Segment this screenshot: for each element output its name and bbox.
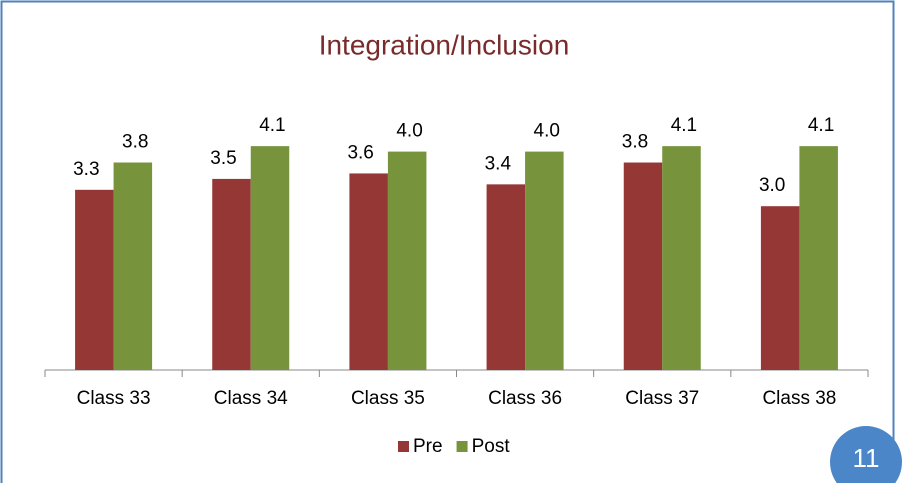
bar — [250, 146, 290, 370]
bar — [387, 151, 427, 370]
data-label: 4.1 — [671, 115, 697, 136]
slide-number-badge — [830, 426, 902, 483]
legend-swatch — [398, 441, 409, 452]
bar — [760, 206, 800, 370]
data-label: 3.4 — [485, 153, 512, 174]
data-label: 3.5 — [210, 148, 236, 169]
data-label: 4.0 — [534, 121, 560, 142]
bar — [486, 184, 526, 370]
x-tick-label: Class 38 — [762, 388, 836, 409]
data-label: 3.6 — [347, 142, 373, 163]
bar — [623, 162, 663, 370]
data-label: 3.3 — [73, 159, 99, 180]
bar — [799, 146, 838, 370]
bar — [349, 173, 388, 370]
bar — [212, 178, 251, 370]
data-label: 4.1 — [808, 115, 834, 136]
data-label: 3.8 — [622, 132, 648, 153]
data-label: 3.0 — [759, 175, 785, 196]
x-tick-label: Class 36 — [488, 388, 562, 409]
bar — [75, 189, 114, 370]
x-tick-label: Class 35 — [351, 388, 425, 409]
bar — [662, 146, 701, 370]
x-tick-label: Class 34 — [214, 388, 288, 409]
bar — [525, 151, 564, 370]
data-label: 4.1 — [259, 115, 285, 136]
data-label: 3.8 — [122, 132, 148, 153]
legend-label: Post — [472, 436, 511, 457]
legend-label: Pre — [413, 436, 443, 457]
x-tick-label: Class 37 — [625, 388, 699, 409]
legend-swatch — [456, 441, 468, 452]
data-label: 4.0 — [396, 121, 422, 142]
slide-number: 11 — [853, 443, 880, 473]
x-tick-label: Class 33 — [77, 388, 151, 409]
chart-title: Integration/Inclusion — [319, 29, 570, 60]
bar — [113, 162, 153, 370]
